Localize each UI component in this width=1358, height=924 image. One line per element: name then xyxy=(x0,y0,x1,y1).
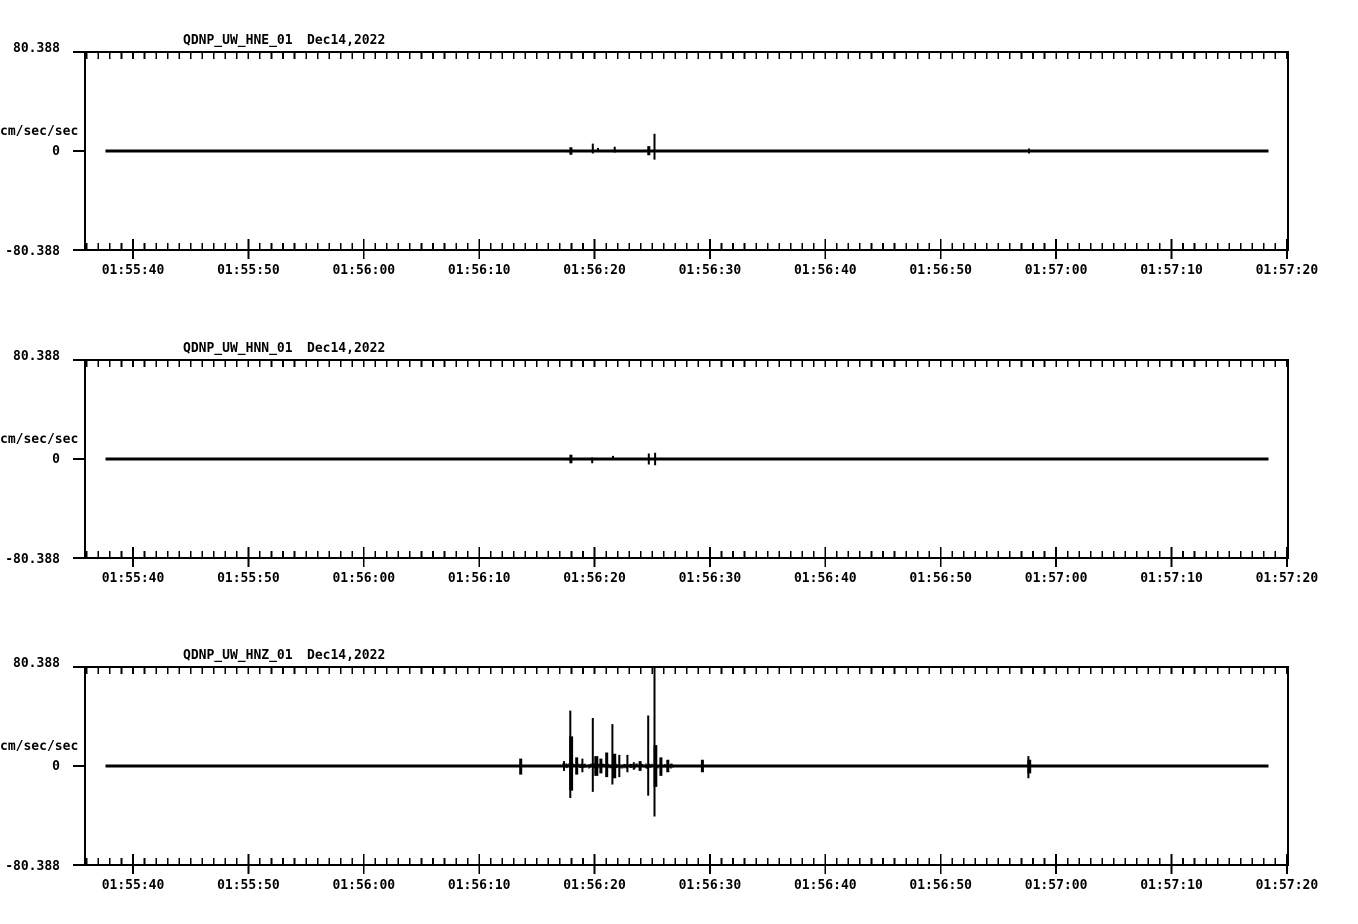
top-axis-ticks xyxy=(86,52,1288,59)
seismogram-panel-qdnp_uw_hne_01: 01:55:40 01:55:50 01:56:00 01:56:10 01:56:20… xyxy=(73,51,1319,278)
x-axis-tick-label: 01:56:10 xyxy=(448,878,511,893)
x-axis-tick-label: 01:57:20 xyxy=(1256,878,1319,893)
x-axis-tick-label: 01:56:50 xyxy=(909,878,972,893)
x-axis-tick-label: 01:57:10 xyxy=(1140,878,1203,893)
x-axis-tick-label: 01:56:30 xyxy=(679,571,742,586)
y-axis-min-label: -80.388 xyxy=(5,552,60,567)
x-axis-tick-label: 01:57:10 xyxy=(1140,263,1203,278)
x-axis-tick-label: 01:56:30 xyxy=(679,878,742,893)
y-axis-unit-label: cm/sec/sec xyxy=(0,432,79,447)
y-axis-unit-label: cm/sec/sec xyxy=(0,739,79,754)
x-axis-tick-label: 01:57:00 xyxy=(1025,878,1088,893)
y-axis-ticks xyxy=(73,666,85,866)
x-axis-tick-label: 01:57:20 xyxy=(1256,263,1319,278)
x-axis-tick-label: 01:57:00 xyxy=(1025,263,1088,278)
x-axis-tick-label: 01:56:00 xyxy=(332,263,395,278)
seismogram-panel-qdnp_uw_hnz_01: 01:55:40 01:55:50 01:56:00 01:56:10 01:56:20… xyxy=(73,666,1319,893)
y-axis-min-label: -80.388 xyxy=(5,244,60,259)
x-axis-tick-label: 01:55:50 xyxy=(217,263,280,278)
x-axis-tick-label: 01:56:20 xyxy=(563,878,626,893)
x-axis-tick-label: 01:57:20 xyxy=(1256,571,1319,586)
x-axis-tick-label: 01:55:50 xyxy=(217,571,280,586)
y-axis-zero-label: 0 xyxy=(52,759,60,774)
x-axis-tick-label: 01:56:40 xyxy=(794,878,857,893)
x-axis-tick-label: 01:56:20 xyxy=(563,571,626,586)
waveform-spikes xyxy=(591,133,1030,160)
panel-title-station: QDNP_UW_HNZ_01 xyxy=(183,648,293,663)
x-axis-tick-label: 01:57:10 xyxy=(1140,571,1203,586)
seismogram-panel-qdnp_uw_hnn_01: 01:55:40 01:55:50 01:56:00 01:56:10 01:56:20… xyxy=(73,359,1319,586)
x-axis-tick-label: 01:55:40 xyxy=(102,878,165,893)
x-axis-tick-label: 01:57:00 xyxy=(1025,571,1088,586)
x-axis-tick-label: 01:56:00 xyxy=(332,571,395,586)
y-axis-max-label: 80.388 xyxy=(13,656,60,671)
x-axis-tick-label: 01:55:50 xyxy=(217,878,280,893)
top-axis-ticks xyxy=(86,360,1288,367)
bottom-axis-minor-ticks xyxy=(86,551,1277,558)
waveform-noise xyxy=(566,457,575,461)
y-axis-zero-label: 0 xyxy=(52,144,60,159)
panel-title-date: Dec14,2022 xyxy=(307,648,386,663)
x-axis-tick-label: 01:56:10 xyxy=(448,263,511,278)
y-axis-zero-label: 0 xyxy=(52,452,60,467)
bottom-axis-major-ticks xyxy=(132,239,1288,259)
waveform-noise xyxy=(562,763,1036,769)
y-axis-unit-label: cm/sec/sec xyxy=(0,124,79,139)
y-axis-max-label: 80.388 xyxy=(13,41,60,56)
x-axis-tick-label: 01:55:40 xyxy=(102,571,165,586)
top-axis-ticks xyxy=(86,667,1288,674)
waveform-spikes xyxy=(563,667,1030,817)
y-axis-min-label: -80.388 xyxy=(5,859,60,874)
waveform-spikes xyxy=(591,452,657,466)
waveform-noise xyxy=(566,149,576,153)
x-axis-tick-label: 01:56:50 xyxy=(909,571,972,586)
panel-title-date: Dec14,2022 xyxy=(307,341,386,356)
y-axis-ticks xyxy=(73,51,85,251)
panel-title-date: Dec14,2022 xyxy=(307,33,386,48)
panel-title-station: QDNP_UW_HNE_01 xyxy=(183,33,293,48)
x-axis-tick-label: 01:56:30 xyxy=(679,263,742,278)
bottom-axis-minor-ticks xyxy=(86,858,1277,865)
bottom-axis-major-ticks xyxy=(132,854,1288,874)
x-axis-tick-label: 01:56:40 xyxy=(794,263,857,278)
x-axis-tick-label: 01:56:10 xyxy=(448,571,511,586)
x-axis-tick-label: 01:55:40 xyxy=(102,263,165,278)
panel-title-station: QDNP_UW_HNN_01 xyxy=(183,341,293,356)
x-axis-tick-label: 01:56:20 xyxy=(563,263,626,278)
x-axis-tick-label: 01:56:00 xyxy=(332,878,395,893)
y-axis-max-label: 80.388 xyxy=(13,349,60,364)
x-axis-tick-label: 01:56:40 xyxy=(794,571,857,586)
x-axis-tick-label: 01:56:50 xyxy=(909,263,972,278)
y-axis-ticks xyxy=(73,359,85,559)
bottom-axis-major-ticks xyxy=(132,547,1288,567)
bottom-axis-minor-ticks xyxy=(86,243,1277,250)
